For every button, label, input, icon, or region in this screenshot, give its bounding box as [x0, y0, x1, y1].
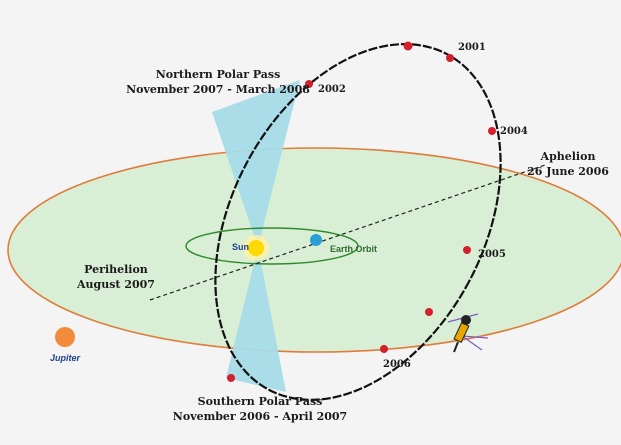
- southern-polar-pass-dates: November 2006 - April 2007: [173, 410, 347, 423]
- year-label-2001: 2001: [458, 42, 486, 53]
- year-label-2005: 2005: [478, 249, 506, 260]
- spacecraft-icon: [447, 313, 489, 353]
- aphelion-title: Aphelion: [540, 150, 596, 163]
- jupiter-orbit: [7, 147, 621, 353]
- year-label-2004: 2004: [500, 126, 528, 137]
- sun-label: Sun: [232, 242, 249, 252]
- position-marker-2001: [403, 41, 413, 51]
- southern-polar-pass-title: Southern Polar Pass: [198, 395, 323, 408]
- earth-orbit-label: Earth Orbit: [330, 244, 377, 254]
- position-marker-south: [227, 374, 235, 382]
- jupiter: [55, 327, 75, 347]
- northern-polar-cone: [212, 80, 300, 247]
- earth: [310, 234, 322, 246]
- position-marker-2006: [380, 345, 388, 353]
- earth-orbit: [185, 227, 359, 265]
- aphelion-date: 26 June 2006: [527, 165, 609, 178]
- northern-polar-pass-dates: November 2007 - March 2008: [126, 83, 310, 96]
- jupiter-label: Jupiter: [50, 353, 81, 363]
- southern-polar-cone: [226, 247, 286, 392]
- year-label-2002: 2002: [318, 84, 346, 95]
- year-label-2006: 2006: [383, 359, 411, 370]
- position-marker-2001b: [446, 54, 454, 62]
- sun: [248, 240, 264, 256]
- perihelion-date: August 2007: [76, 278, 155, 291]
- position-marker-a: [425, 308, 433, 316]
- position-marker-2005: [463, 246, 471, 254]
- perihelion-title: Perihelion: [84, 263, 148, 276]
- position-marker-2002: [305, 80, 313, 88]
- northern-polar-pass-title: Northern Polar Pass: [156, 68, 281, 81]
- position-marker-2004: [488, 127, 496, 135]
- ulysses-orbit: [214, 43, 502, 401]
